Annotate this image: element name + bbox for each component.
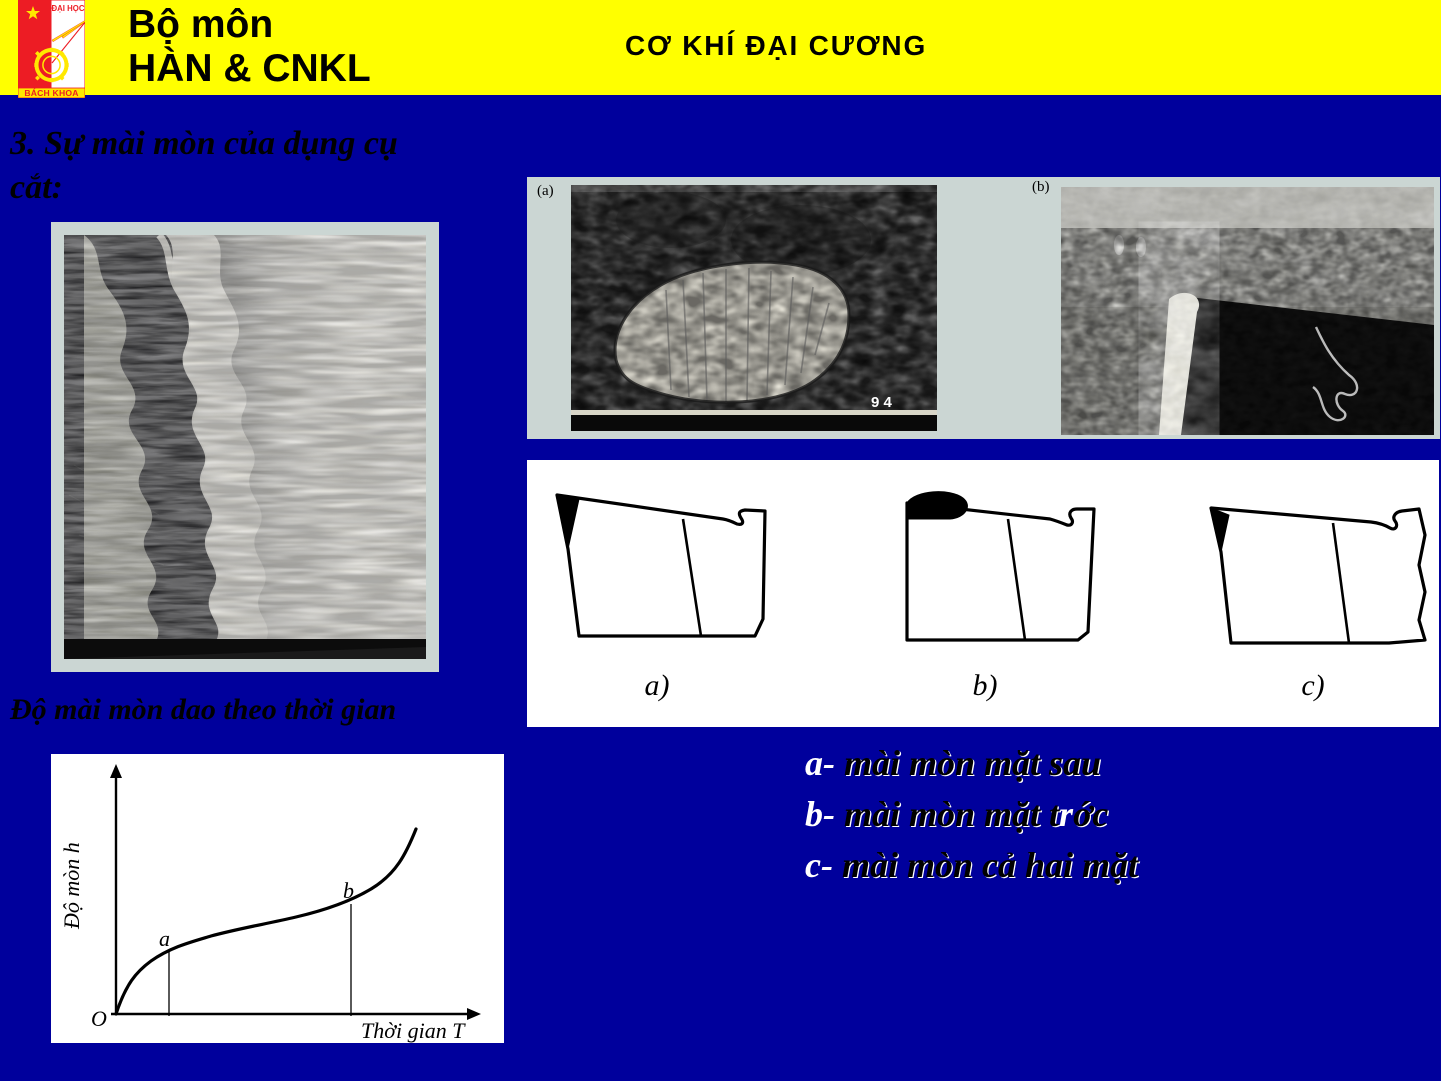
- svg-text:c): c): [1301, 669, 1324, 702]
- svg-text:Thời gian T: Thời gian T: [361, 1018, 466, 1043]
- svg-text:b: b: [343, 878, 354, 903]
- svg-text:Độ mòn h: Độ mòn h: [59, 842, 84, 930]
- svg-text:9 4: 9 4: [871, 394, 893, 411]
- svg-text:BÁCH KHOA: BÁCH KHOA: [24, 88, 78, 98]
- svg-text:b): b): [973, 669, 998, 702]
- svg-text:O: O: [91, 1006, 107, 1031]
- svg-text:ĐẠI HỌC: ĐẠI HỌC: [52, 4, 85, 13]
- svg-text:a: a: [159, 926, 170, 951]
- svg-text:a): a): [645, 669, 670, 702]
